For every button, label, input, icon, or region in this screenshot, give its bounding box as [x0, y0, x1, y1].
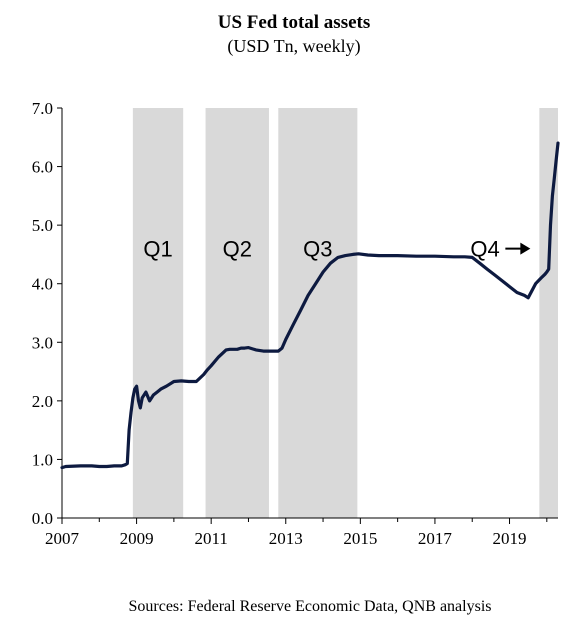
x-tick-label: 2011 — [194, 529, 227, 548]
period-label-q2: Q2 — [223, 237, 252, 262]
source-note: Sources: Federal Reserve Economic Data, … — [128, 598, 491, 615]
series-layer — [60, 141, 560, 470]
shaded-period-q3 — [278, 108, 358, 518]
shaded-periods — [132, 108, 558, 518]
chart-title: US Fed total assets — [218, 12, 371, 33]
series-line-fed-assets — [60, 141, 560, 470]
period-label-q1: Q1 — [143, 237, 172, 262]
annotation-layer: Q1 Q2 Q3 Q4 — [143, 237, 531, 262]
y-tick-label: 2.0 — [32, 392, 53, 411]
shaded-period-q1 — [132, 108, 184, 518]
period-label-q4: Q4 — [470, 237, 499, 262]
x-tick-label: 2009 — [120, 529, 154, 548]
period-label-q3: Q3 — [303, 237, 332, 262]
shaded-period-q2 — [205, 108, 269, 518]
y-tick-label: 6.0 — [32, 158, 53, 177]
y-tick-label: 5.0 — [32, 216, 53, 235]
y-tick-label: 7.0 — [32, 99, 53, 118]
y-tick-label: 1.0 — [32, 450, 53, 469]
x-tick-label: 2013 — [269, 529, 303, 548]
y-tick-label: 0.0 — [32, 509, 53, 528]
x-tick-label: 2015 — [343, 529, 377, 548]
x-tick-label: 2017 — [418, 529, 453, 548]
x-tick-label: 2007 — [45, 529, 80, 548]
q4-arrow-head — [520, 242, 531, 255]
shaded-period-q4 — [539, 108, 558, 518]
y-tick-label: 3.0 — [32, 333, 53, 352]
x-tick-label: 2019 — [493, 529, 527, 548]
y-tick-label: 4.0 — [32, 275, 53, 294]
chart-subtitle: (USD Tn, weekly) — [227, 36, 360, 57]
axes: 0.0 1.0 2.0 3.0 4.0 5.0 6.0 7.0 2007 2009 2011 2013… — [32, 99, 558, 548]
